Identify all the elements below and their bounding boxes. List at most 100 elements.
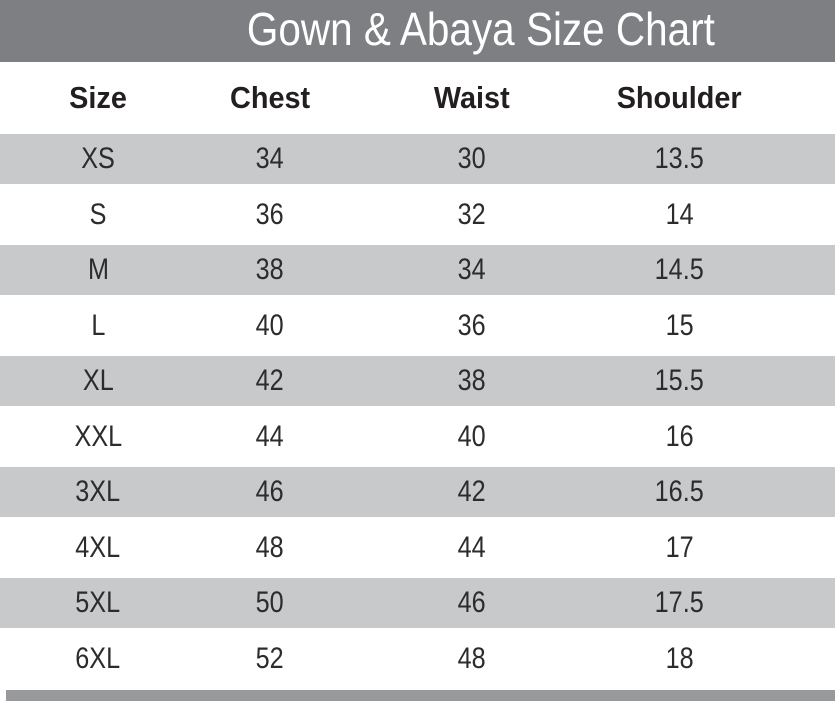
cell-text: 46 [457, 586, 487, 619]
table-cell-waist: 44 [344, 517, 600, 578]
table-cell-chest: 50 [196, 578, 344, 628]
table-cell-waist: 48 [344, 628, 600, 689]
table-cell-shoulder: 18 [600, 628, 835, 689]
table-cell-waist: 46 [344, 578, 600, 628]
cell-text: 38 [255, 253, 285, 286]
cell-text: 42 [457, 475, 487, 508]
table-cell-shoulder: 16 [600, 406, 835, 467]
cell-text: XS [81, 142, 115, 175]
table-cell-chest: 42 [196, 356, 344, 406]
table-row-s: S 36 32 14 [0, 184, 835, 245]
cell-text: 15.5 [654, 364, 705, 397]
cell-text: 44 [457, 530, 487, 564]
table-cell-waist: 40 [344, 406, 600, 467]
table-cell-size: L [0, 295, 196, 356]
cell-text: 38 [457, 364, 487, 397]
table-row-3xl: 3XL 46 42 16.5 [0, 467, 835, 517]
table-cell-waist: 38 [344, 356, 600, 406]
header-row: Size Chest Waist Shoulder [0, 62, 835, 134]
table-row-4xl: 4XL 48 44 17 [0, 517, 835, 578]
table-cell-chest: 40 [196, 295, 344, 356]
table-cell-chest: 36 [196, 184, 344, 245]
cell-text: 52 [255, 641, 285, 675]
header-text: Waist [434, 80, 510, 115]
table-cell-shoulder: 15.5 [600, 356, 835, 406]
table-cell-shoulder: 14 [600, 184, 835, 245]
table-row-l: L 40 36 15 [0, 295, 835, 356]
column-header-waist: Waist [344, 62, 600, 134]
table-cell-chest: 46 [196, 467, 344, 517]
cell-text: S [89, 197, 107, 231]
cell-text: 30 [457, 142, 487, 175]
cell-text: 34 [255, 142, 285, 175]
table-cell-size: XXL [0, 406, 196, 467]
cell-text: XXL [74, 419, 122, 453]
size-chart-table: Size Chest Waist Shoulder XS 34 30 13.5 … [0, 62, 835, 689]
cell-text: 3XL [75, 475, 121, 508]
cell-text: 5XL [75, 586, 121, 619]
table-cell-size: 6XL [0, 628, 196, 689]
table-row-6xl: 6XL 52 48 18 [0, 628, 835, 689]
cell-text: 36 [255, 197, 285, 231]
column-header-chest: Chest [196, 62, 344, 134]
cell-text: 50 [255, 586, 285, 619]
cell-text: 15 [665, 308, 694, 342]
cell-text: 32 [457, 197, 487, 231]
cell-text: 40 [255, 308, 285, 342]
table-cell-shoulder: 16.5 [600, 467, 835, 517]
table-row-xl: XL 42 38 15.5 [0, 356, 835, 406]
table-cell-size: XL [0, 356, 196, 406]
cell-text: 44 [255, 419, 285, 453]
table-row-5xl: 5XL 50 46 17.5 [0, 578, 835, 628]
table-cell-chest: 34 [196, 134, 344, 184]
cell-text: 42 [255, 364, 285, 397]
cell-text: 17.5 [654, 586, 705, 619]
table-cell-size: 5XL [0, 578, 196, 628]
column-header-size: Size [0, 62, 196, 134]
footer-bar [6, 690, 835, 701]
table-cell-waist: 42 [344, 467, 600, 517]
table-cell-chest: 48 [196, 517, 344, 578]
page-title: Gown & Abaya Size Chart [246, 3, 715, 55]
cell-text: 40 [457, 419, 487, 453]
cell-text: 6XL [75, 641, 121, 675]
cell-text: 16 [665, 419, 694, 453]
table-cell-waist: 34 [344, 245, 600, 295]
cell-text: 14 [665, 197, 694, 231]
header-text: Size [69, 80, 127, 115]
table-cell-chest: 38 [196, 245, 344, 295]
cell-text: 46 [255, 475, 285, 508]
cell-text: 17 [665, 530, 694, 564]
table-cell-shoulder: 15 [600, 295, 835, 356]
table-row-xxl: XXL 44 40 16 [0, 406, 835, 467]
table-cell-shoulder: 17 [600, 517, 835, 578]
table-cell-waist: 30 [344, 134, 600, 184]
table-cell-size: 4XL [0, 517, 196, 578]
title-bar: Gown & Abaya Size Chart [0, 0, 835, 62]
cell-text: L [90, 308, 106, 342]
table-cell-size: 3XL [0, 467, 196, 517]
cell-text: 34 [457, 253, 487, 286]
cell-text: 18 [665, 641, 694, 675]
cell-text: 48 [255, 530, 285, 564]
table-cell-size: XS [0, 134, 196, 184]
table-cell-waist: 32 [344, 184, 600, 245]
table-row-m: M 38 34 14.5 [0, 245, 835, 295]
table-row-xs: XS 34 30 13.5 [0, 134, 835, 184]
cell-text: M [87, 253, 109, 286]
cell-text: 13.5 [654, 142, 705, 175]
table-cell-shoulder: 17.5 [600, 578, 835, 628]
cell-text: 4XL [75, 530, 121, 564]
table-cell-chest: 44 [196, 406, 344, 467]
cell-text: 16.5 [654, 475, 705, 508]
table-cell-chest: 52 [196, 628, 344, 689]
table-cell-waist: 36 [344, 295, 600, 356]
table-cell-size: M [0, 245, 196, 295]
cell-text: 36 [457, 308, 487, 342]
cell-text: 48 [457, 641, 487, 675]
table-cell-shoulder: 14.5 [600, 245, 835, 295]
cell-text: XL [82, 364, 114, 397]
column-header-shoulder: Shoulder [600, 62, 835, 134]
table-cell-shoulder: 13.5 [600, 134, 835, 184]
